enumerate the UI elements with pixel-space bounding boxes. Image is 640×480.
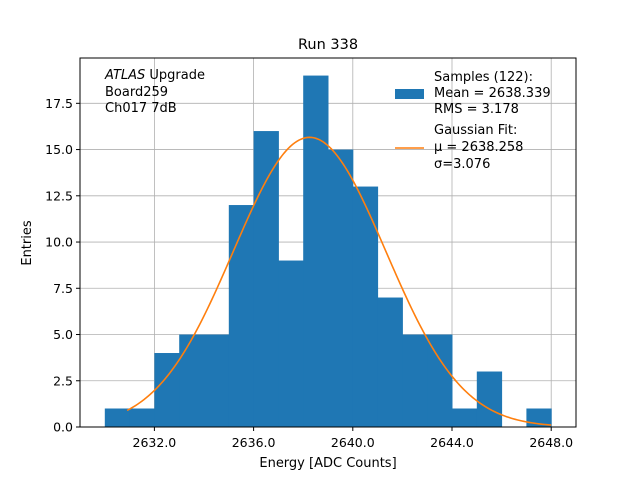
svg-text:ATLAS Upgrade: ATLAS Upgrade xyxy=(104,68,205,83)
histogram-bar xyxy=(204,334,230,427)
histogram-bar xyxy=(328,149,354,427)
y-tick-label: 10.0 xyxy=(45,235,73,250)
histogram-bar xyxy=(427,334,453,427)
legend-samples-label: Samples (122): xyxy=(434,70,533,85)
histogram-bar xyxy=(402,334,428,427)
histogram-bar xyxy=(129,408,155,427)
legend-fit-mu: μ = 2638.258 xyxy=(434,140,523,155)
histogram-bar xyxy=(253,131,279,427)
chart-title: Run 338 xyxy=(298,37,358,53)
histogram-bar xyxy=(278,260,304,427)
y-tick-label: 0.0 xyxy=(53,420,73,435)
x-tick-label: 2632.0 xyxy=(133,435,177,450)
gaussian-fit-curve xyxy=(126,136,552,426)
legend-samples-mean: Mean = 2638.339 xyxy=(434,86,551,101)
x-tick-label: 2648.0 xyxy=(529,435,573,450)
legend-samples-swatch xyxy=(395,89,424,99)
histogram-bars xyxy=(104,75,552,428)
atlas-annotation: ATLAS Upgrade Board259 Ch017 7dB xyxy=(104,68,205,116)
histogram-bar xyxy=(452,408,478,427)
histogram-bar xyxy=(104,408,131,427)
y-tick-label: 5.0 xyxy=(53,327,73,342)
y-axis-ticks: 0.0 2.5 5.0 7.5 10.0 12.5 15.0 17.5 xyxy=(45,96,80,435)
y-tick-label: 15.0 xyxy=(45,142,73,157)
x-axis-label: Energy [ADC Counts] xyxy=(259,456,396,471)
x-axis-ticks: 2632.0 2636.0 2640.0 2644.0 2648.0 xyxy=(133,427,573,450)
histogram-bar xyxy=(476,371,503,427)
histogram-bar xyxy=(228,205,255,427)
legend-fit-sigma: σ=3.076 xyxy=(434,157,490,172)
histogram-bar xyxy=(352,186,379,427)
histogram-bar xyxy=(179,334,205,427)
histogram-bar xyxy=(377,297,403,427)
x-tick-label: 2644.0 xyxy=(430,435,474,450)
y-axis-label: Entries xyxy=(20,220,35,266)
x-tick-label: 2640.0 xyxy=(331,435,375,450)
legend-samples-rms: RMS = 3.178 xyxy=(434,102,519,117)
x-tick-label: 2636.0 xyxy=(232,435,276,450)
y-tick-label: 2.5 xyxy=(53,373,73,388)
atlas-label: ATLAS xyxy=(104,68,145,83)
legend-fit-label: Gaussian Fit: xyxy=(434,123,517,138)
annotation-line1: Upgrade xyxy=(145,68,205,83)
legend: Samples (122): Mean = 2638.339 RMS = 3.1… xyxy=(395,70,551,172)
y-tick-label: 7.5 xyxy=(53,281,73,296)
annotation-line2: Board259 xyxy=(105,85,168,100)
annotation-line3: Ch017 7dB xyxy=(105,101,177,116)
y-tick-label: 17.5 xyxy=(45,96,73,111)
y-tick-label: 12.5 xyxy=(45,188,73,203)
histogram-bar xyxy=(303,75,329,428)
